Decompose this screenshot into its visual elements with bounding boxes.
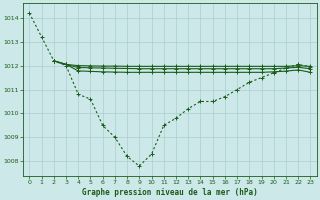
X-axis label: Graphe pression niveau de la mer (hPa): Graphe pression niveau de la mer (hPa) bbox=[82, 188, 258, 197]
